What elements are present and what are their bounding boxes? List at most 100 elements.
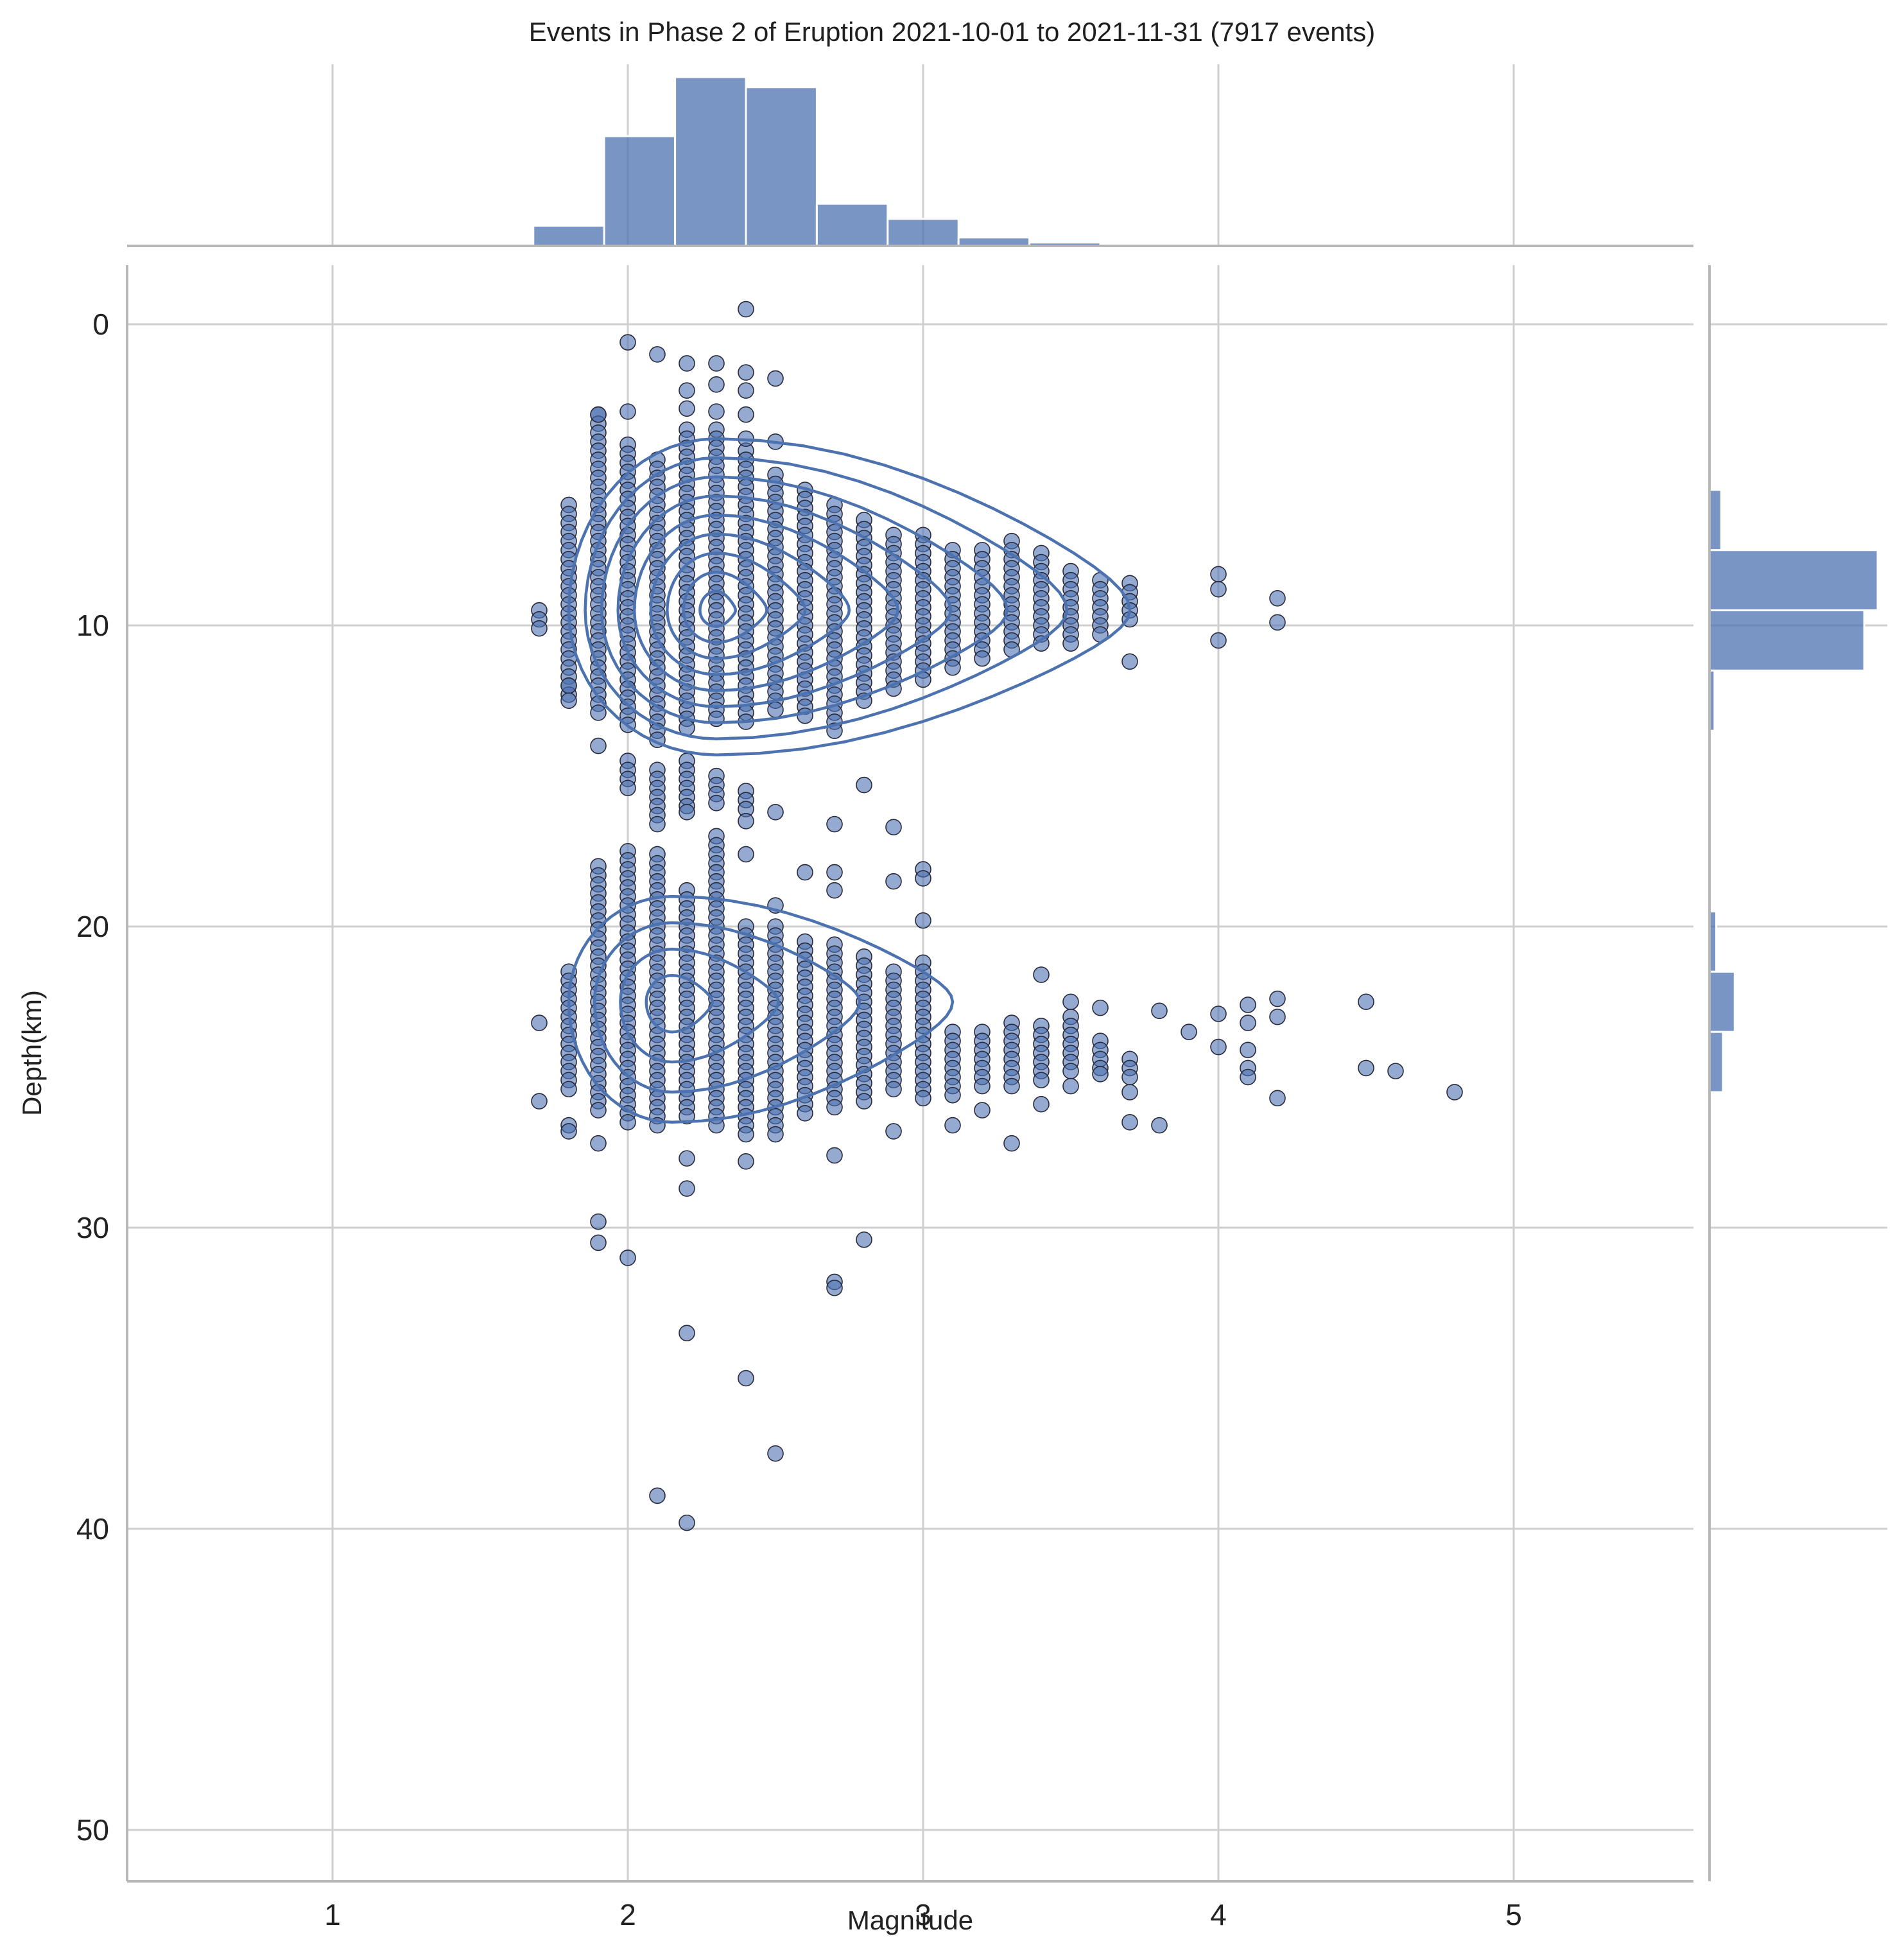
scatter-point-828: [826, 882, 843, 899]
y-tick-labels: 0 10 20 30 40 50: [76, 308, 109, 1847]
scatter-point-863: [1210, 1005, 1227, 1022]
x-tick-label-3: 3: [915, 1898, 931, 1931]
kde-contour-1-2: [619, 947, 780, 1064]
scatter-point-832: [915, 870, 931, 887]
kde-contour-0-7: [600, 475, 1009, 724]
scatter-point-872: [1240, 1068, 1256, 1086]
scatter-point-739: [1003, 1077, 1020, 1095]
scatter-point-794: [619, 334, 636, 351]
scatter-point-803: [679, 400, 695, 417]
scatter-point-814: [1210, 632, 1227, 649]
scatter-point-824: [767, 803, 784, 821]
scatter-point-876: [1446, 1084, 1463, 1101]
scatter-point-823: [738, 813, 754, 830]
y-tick-label-50: 50: [76, 1813, 109, 1847]
scatter-point-839: [679, 1150, 695, 1167]
scatter-point-843: [1003, 1135, 1020, 1152]
scatter-point-819: [856, 776, 872, 794]
scatter-point-810: [1210, 566, 1227, 583]
scatter-point-822: [679, 803, 695, 821]
scatter-point-2: [531, 620, 548, 637]
kde-contour-0-5: [632, 513, 900, 692]
scatter-point-859: [1062, 993, 1079, 1011]
scatter-point-797: [708, 355, 725, 372]
scatter-point-882: [944, 1117, 961, 1134]
y-axis-label: Depth(km): [17, 990, 47, 1116]
scatter-point-815: [1121, 653, 1138, 670]
scatter-point-869: [1210, 1038, 1227, 1056]
scatter-point-206: [649, 815, 666, 833]
x-tick-label-4: 4: [1210, 1898, 1227, 1931]
y-tick-label-0: 0: [92, 308, 109, 341]
scatter-point-573: [826, 1099, 843, 1116]
kde-contour-1-4: [567, 894, 955, 1124]
right-hist-bar-5: [1708, 970, 1736, 1033]
kde-contours: [567, 437, 1132, 1124]
scatter-point-846: [679, 1180, 695, 1197]
scatter-point-72: [590, 704, 607, 721]
spines: [126, 265, 1693, 1883]
scatter-point-340: [708, 794, 725, 812]
scatter-point-805: [738, 406, 754, 423]
right-hist-bar-2: [1708, 609, 1865, 672]
scatter-point-676: [915, 1090, 931, 1107]
right-hist-bar-6: [1708, 1031, 1724, 1093]
scatter-point-818: [590, 737, 607, 754]
scatter-point-855: [767, 1445, 784, 1462]
chart-title: Events in Phase 2 of Eruption 2021-10-01…: [529, 17, 1375, 47]
top-hist-bar-3: [745, 86, 818, 247]
scatter-point-773: [1062, 1063, 1079, 1079]
kde-contour-0-8: [584, 456, 1069, 740]
scatter-point-860: [1092, 999, 1109, 1016]
kde-contour-0-6: [616, 494, 953, 708]
top-hist-bar-0: [532, 224, 605, 247]
scatter-point-875: [1387, 1063, 1404, 1079]
scatter-point-711: [974, 650, 991, 667]
kde-contour-0-9: [567, 437, 1132, 756]
scatter-point-835: [531, 1093, 548, 1110]
scatter-point-870: [1240, 1041, 1256, 1059]
scatter-point-881: [974, 1102, 991, 1119]
scatter-point-878: [1121, 1084, 1138, 1101]
scatter-point-813: [1269, 614, 1286, 631]
scatter-point-877: [1062, 1077, 1079, 1095]
scatter-point-827: [826, 864, 843, 881]
scatter-point-848: [590, 1234, 607, 1251]
scatter-point-806: [590, 406, 607, 423]
scatter-point-718: [974, 1077, 991, 1095]
scatter-point-100: [590, 1102, 607, 1119]
scatter-point-849: [619, 1249, 636, 1266]
scatter-point-858: [1033, 966, 1050, 983]
scatter-point-817: [560, 692, 577, 709]
scatter-point-482: [767, 1126, 784, 1143]
scatter-point-862: [1181, 1023, 1197, 1040]
scatter-point-841: [826, 1147, 843, 1164]
kde-contour-0-4: [649, 532, 851, 676]
top-marginal-histogram: [127, 64, 1693, 247]
y-tick-label-30: 30: [76, 1211, 109, 1244]
x-tick-label-2: 2: [619, 1898, 636, 1931]
top-hist-bar-2: [674, 76, 747, 247]
scatter-point-867: [1269, 1008, 1286, 1025]
scatter-point-793: [738, 300, 754, 318]
scatter-point-854: [738, 1370, 754, 1387]
scatter-point-852: [826, 1280, 843, 1296]
main-grid: [127, 265, 1693, 1881]
scatter-point-820: [826, 815, 843, 833]
scatter-point-804: [708, 403, 725, 420]
kde-contour-1-3: [593, 921, 861, 1094]
scatter-point-868: [1358, 993, 1374, 1011]
right-hist-bar-0: [1708, 489, 1722, 552]
scatter-point-874: [1358, 1059, 1374, 1077]
scatter-point-830: [885, 873, 902, 890]
scatter-point-845: [1151, 1117, 1168, 1134]
scatter-point-766: [1062, 635, 1079, 652]
scatter-point-864: [1240, 997, 1256, 1013]
scatter-point-611: [856, 1093, 872, 1110]
scatter-point-373: [708, 1117, 725, 1134]
scatter-point-795: [649, 346, 666, 363]
top-hist-bar-1: [603, 135, 677, 247]
scatter-point-850: [856, 1231, 872, 1248]
scatter-point-879: [1092, 1066, 1109, 1083]
scatter-point-873: [1269, 1090, 1286, 1107]
